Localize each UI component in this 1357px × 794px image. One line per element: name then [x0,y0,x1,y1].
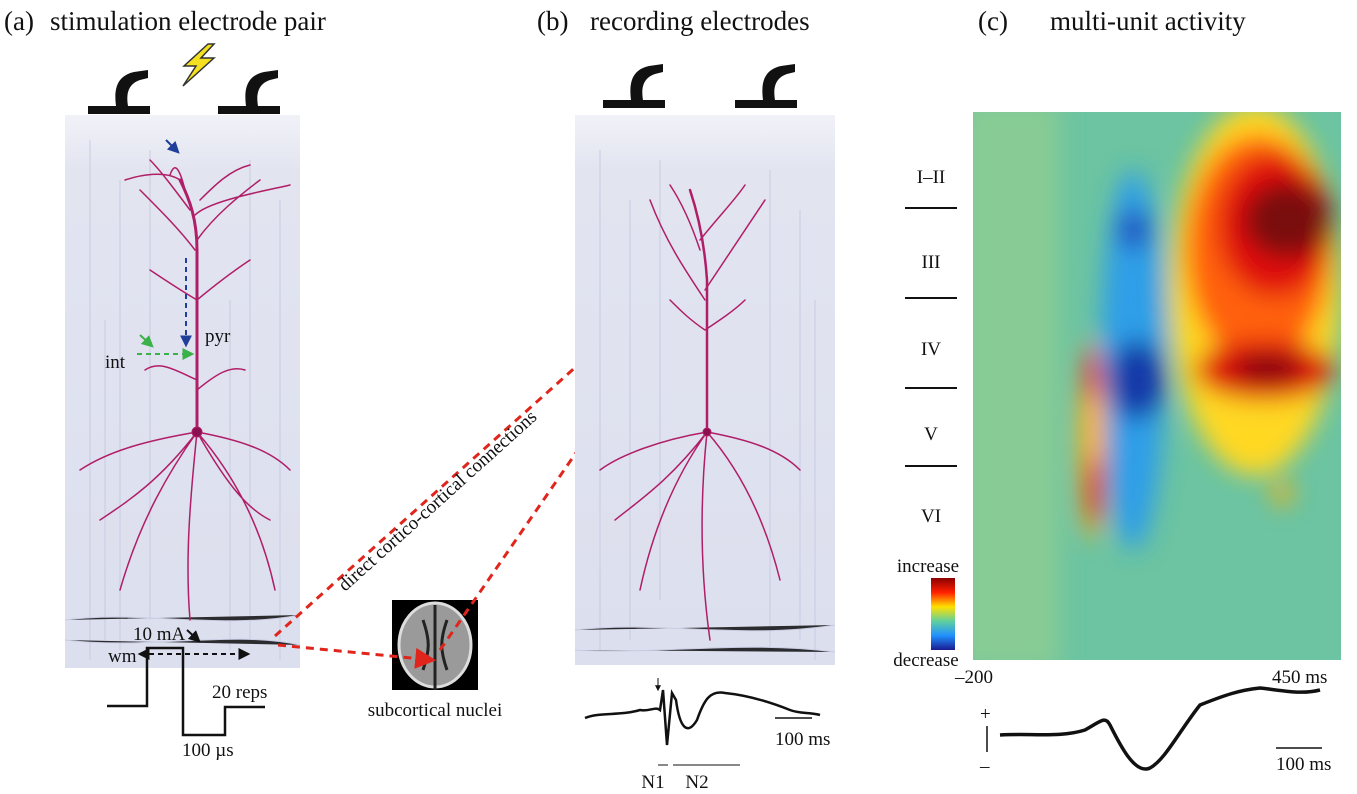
layer-label: IV [921,339,941,360]
panel-title: recording electrodes [590,6,810,36]
panel-title: multi-unit activity [1050,6,1246,36]
component-label: N1 [641,772,664,793]
polarity-label: – [979,756,990,777]
neuron-label: int [105,352,126,373]
lightning [183,44,214,86]
scale-label: 100 ms [1276,754,1331,775]
heatmap [960,100,1341,670]
colorbar-label: increase [897,556,959,577]
cortex-slice [65,115,300,668]
wm-label: wm [108,646,137,667]
panel-label: (a) [4,6,34,36]
colorbar [931,578,955,650]
figure: (a) stimulation electrode pair pyr int w… [0,0,1357,794]
axis-label: –200 [954,667,993,688]
scale-label: 100 ms [775,729,830,750]
axis-label: 450 ms [1272,667,1327,688]
electrode [218,70,280,114]
mri-caption: subcortical nuclei [368,700,503,721]
electrode [88,70,150,114]
pathway-label: direct cortico-cortical connections [334,406,541,595]
polarity-label: + [980,704,991,725]
neuron-label: pyr [205,326,231,347]
cortex-slice [575,115,835,665]
layer-label: I–II [917,167,945,188]
panel-label: (b) [537,6,568,36]
stimulus-label: 100 µs [182,740,234,761]
layer-label: III [922,252,941,273]
panel-label: (c) [978,6,1008,36]
electrode [735,64,797,108]
electrode [603,64,665,108]
layer-label: V [924,424,938,445]
stimulus-label: 20 reps [212,682,267,703]
component-label: N2 [685,772,708,793]
colorbar-label: decrease [893,650,958,671]
layer-label: VI [921,506,941,527]
stimulus-label: 10 mA [133,624,186,645]
mua-trace [1000,688,1320,769]
panel-title: stimulation electrode pair [50,6,326,36]
